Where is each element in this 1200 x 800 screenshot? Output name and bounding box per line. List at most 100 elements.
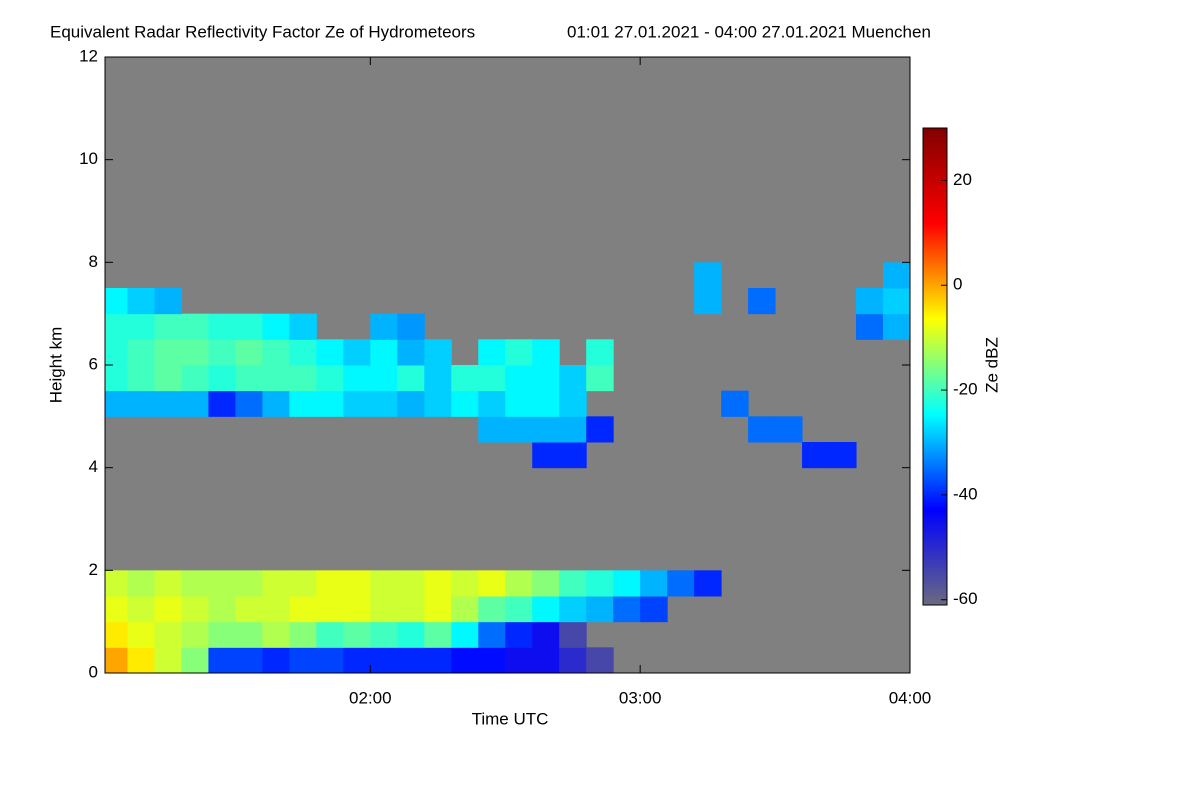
cell xyxy=(451,596,479,623)
cell xyxy=(127,596,155,623)
cell xyxy=(181,647,209,673)
cell xyxy=(127,313,155,340)
cell xyxy=(316,621,344,648)
cell xyxy=(505,621,533,648)
cell xyxy=(208,390,236,417)
cell xyxy=(235,647,263,673)
cell xyxy=(613,570,641,597)
cell xyxy=(451,570,479,597)
cell xyxy=(105,621,128,648)
cell xyxy=(289,339,317,366)
cell xyxy=(127,365,155,392)
cell xyxy=(856,313,884,340)
cell xyxy=(235,390,263,417)
cell xyxy=(505,570,533,597)
cell xyxy=(667,570,695,597)
cell xyxy=(424,621,452,648)
cell xyxy=(181,365,209,392)
y-tick-label: 10 xyxy=(79,149,98,168)
cell xyxy=(105,313,128,340)
cell xyxy=(532,596,560,623)
cell xyxy=(127,390,155,417)
cell xyxy=(289,647,317,673)
cell xyxy=(451,365,479,392)
cell xyxy=(105,288,128,315)
cell xyxy=(127,339,155,366)
cell xyxy=(397,365,425,392)
cell xyxy=(478,339,506,366)
cell xyxy=(370,570,398,597)
cell xyxy=(478,621,506,648)
cell xyxy=(181,313,209,340)
cell xyxy=(424,570,452,597)
cell xyxy=(154,570,182,597)
cell xyxy=(370,596,398,623)
cell xyxy=(316,339,344,366)
cell xyxy=(208,621,236,648)
cell xyxy=(105,390,128,417)
cell xyxy=(478,416,506,443)
cell xyxy=(451,621,479,648)
cell xyxy=(586,647,614,673)
cell xyxy=(127,647,155,673)
chart-title: Equivalent Radar Reflectivity Factor Ze … xyxy=(50,22,475,41)
cell xyxy=(451,647,479,673)
cell xyxy=(343,390,371,417)
cell xyxy=(316,596,344,623)
cell xyxy=(559,365,587,392)
cell xyxy=(532,339,560,366)
cell xyxy=(289,621,317,648)
cell xyxy=(181,621,209,648)
cell xyxy=(748,416,776,443)
cell xyxy=(559,416,587,443)
cell xyxy=(721,390,749,417)
cell xyxy=(262,570,290,597)
cell xyxy=(829,442,857,469)
cell xyxy=(397,596,425,623)
cell xyxy=(208,365,236,392)
cell xyxy=(181,596,209,623)
cell xyxy=(289,390,317,417)
cell xyxy=(235,313,263,340)
cell xyxy=(154,621,182,648)
y-tick-label: 12 xyxy=(79,46,98,65)
cell xyxy=(424,390,452,417)
cell xyxy=(181,339,209,366)
cell xyxy=(505,647,533,673)
cell xyxy=(775,416,803,443)
cell xyxy=(343,365,371,392)
cell xyxy=(262,647,290,673)
cell xyxy=(154,339,182,366)
colorbar-tick-label: -60 xyxy=(953,589,978,608)
cell xyxy=(586,416,614,443)
cell xyxy=(505,596,533,623)
cell xyxy=(208,596,236,623)
cell xyxy=(370,390,398,417)
cell xyxy=(105,365,128,392)
y-tick-label: 4 xyxy=(89,457,98,476)
y-tick-label: 6 xyxy=(89,354,98,373)
cell xyxy=(532,390,560,417)
cell xyxy=(370,621,398,648)
cell xyxy=(370,339,398,366)
cell xyxy=(532,570,560,597)
cell xyxy=(370,313,398,340)
cell xyxy=(883,288,910,315)
cell xyxy=(424,647,452,673)
cell xyxy=(478,390,506,417)
cell xyxy=(208,313,236,340)
cell xyxy=(262,621,290,648)
cell xyxy=(127,621,155,648)
cells xyxy=(105,262,910,673)
cell xyxy=(343,570,371,597)
cell xyxy=(262,365,290,392)
cell xyxy=(127,288,155,315)
cell xyxy=(478,365,506,392)
cell xyxy=(105,647,128,673)
cell xyxy=(154,365,182,392)
cell xyxy=(586,596,614,623)
cell xyxy=(343,339,371,366)
cell xyxy=(208,570,236,597)
cell xyxy=(127,570,155,597)
cell xyxy=(532,647,560,673)
